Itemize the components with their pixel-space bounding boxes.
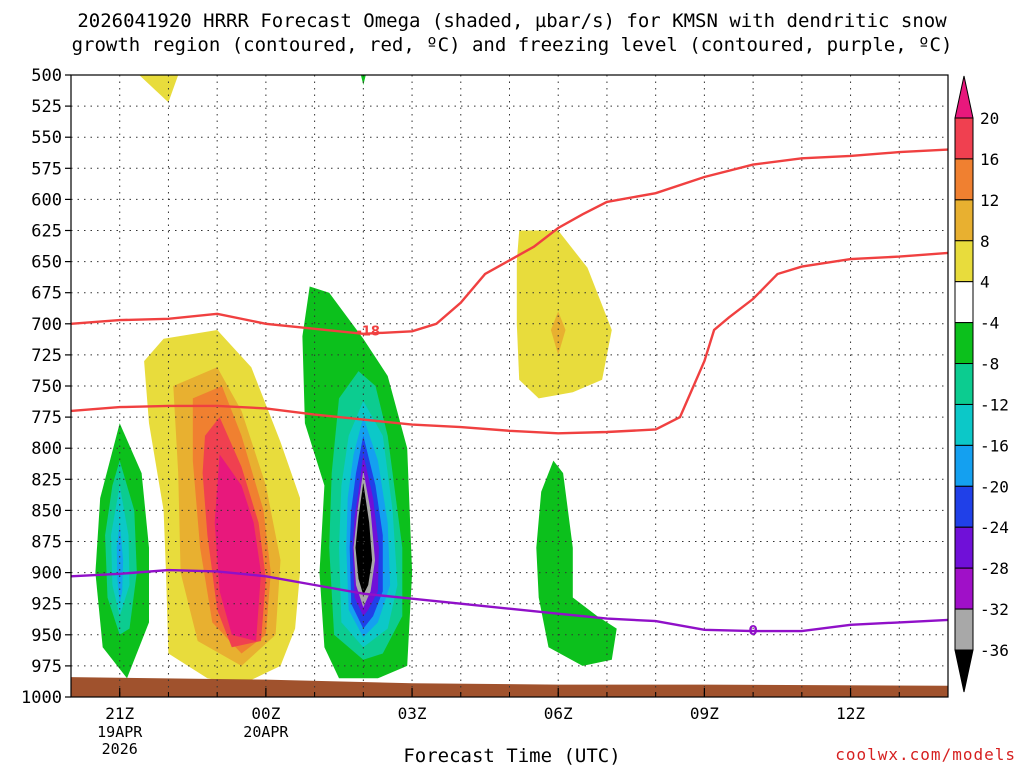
colorbar-segment-9 — [954, 485, 974, 528]
y-tick-label-925: 925 — [31, 595, 62, 615]
x-tick-label-21Z: 21Z — [105, 704, 134, 723]
colorbar-label-13: -36 — [980, 641, 1009, 660]
y-tick-label-1000: 1000 — [21, 688, 62, 708]
y-tick-label-900: 900 — [31, 564, 62, 584]
x-tick-label-03Z: 03Z — [398, 704, 427, 723]
y-tick-label-825: 825 — [31, 470, 62, 490]
colorbar-segment-3 — [954, 240, 974, 283]
colorbar-segment-5 — [954, 322, 974, 365]
colorbar-label-1: 16 — [980, 150, 999, 169]
colorbar-label-2: 12 — [980, 191, 999, 210]
colorbar-segment-2 — [954, 199, 974, 242]
colorbar: 20 16 12 8 4 -4 -8 -12 -16 -20 -24 -28 -32 -36 — [954, 75, 1009, 693]
freezing-level-contour-label: 0 — [749, 624, 758, 639]
colorbar-segment-11 — [954, 567, 974, 610]
y-tick-label-775: 775 — [31, 408, 62, 428]
y-tick-label-600: 600 — [31, 190, 62, 210]
y-tick-label-750: 750 — [31, 377, 62, 397]
y-tick-label-675: 675 — [31, 284, 62, 304]
dgz-contour-0 — [70, 148, 949, 336]
chart-title-line2: growth region (contoured, red, ºC) and f… — [71, 34, 953, 56]
colorbar-top-arrow — [954, 75, 974, 119]
colorbar-label-6: -8 — [980, 355, 999, 374]
x-tick-label-12Z: 12Z — [836, 704, 865, 723]
colorbar-label-9: -20 — [980, 477, 1009, 496]
colorbar-label-7: -12 — [980, 395, 1009, 414]
omega-region-19 — [516, 230, 612, 399]
x-axis-label: Forecast Time (UTC) — [403, 745, 621, 767]
dgz-contour-1 — [70, 251, 949, 435]
colorbar-segment-7 — [954, 403, 974, 446]
colorbar-label-0: 20 — [980, 109, 999, 128]
y-tick-label-950: 950 — [31, 626, 62, 646]
omega-shaded-regions — [95, 75, 617, 685]
omega-region-10 — [214, 454, 261, 641]
y-tick-label-550: 550 — [31, 128, 62, 148]
omega-region-1 — [360, 75, 366, 85]
colorbar-label-11: -28 — [980, 559, 1009, 578]
credit-text: coolwx.com/models — [835, 745, 1016, 764]
y-tick-label-500: 500 — [31, 66, 62, 86]
colorbar-segment-6 — [954, 363, 974, 405]
colorbar-segment-8 — [954, 444, 974, 487]
y-tick-label-625: 625 — [31, 222, 62, 242]
x-tick-sublabel-00Z-0: 20APR — [243, 723, 289, 741]
y-tick-label-975: 975 — [31, 657, 62, 677]
colorbar-segment-10 — [954, 526, 974, 569]
colorbar-label-4: 4 — [980, 273, 990, 292]
x-tick-label-00Z: 00Z — [251, 704, 280, 723]
colorbar-segment-1 — [954, 158, 974, 201]
omega-region-18 — [355, 483, 373, 595]
colorbar-label-5: -4 — [980, 314, 999, 333]
axes: 500 525 550 575 600 625 650 675 700 725 750 775 800 8… — [21, 66, 949, 758]
colorbar-segment-4 — [954, 281, 974, 324]
chart-title-line1: 2026041920 HRRR Forecast Omega (shaded, … — [77, 10, 947, 32]
y-tick-label-575: 575 — [31, 159, 62, 179]
contour-lines: -18 0 — [70, 148, 949, 639]
y-tick-label-650: 650 — [31, 253, 62, 273]
y-tick-label-800: 800 — [31, 439, 62, 459]
omega-region-20 — [550, 311, 566, 355]
y-tick-label-700: 700 — [31, 315, 62, 335]
colorbar-label-8: -16 — [980, 436, 1009, 455]
omega-region-0 — [139, 75, 179, 103]
y-tick-label-725: 725 — [31, 346, 62, 366]
colorbar-label-12: -32 — [980, 600, 1009, 619]
freezing-level-contour — [70, 568, 949, 633]
colorbar-segment-12 — [954, 608, 974, 651]
x-tick-label-09Z: 09Z — [690, 704, 719, 723]
y-tick-label-850: 850 — [31, 501, 62, 521]
x-tick-label-06Z: 06Z — [544, 704, 573, 723]
x-tick-sublabel-21Z-0: 19APR — [97, 723, 143, 741]
colorbar-label-10: -24 — [980, 518, 1009, 537]
y-tick-label-525: 525 — [31, 97, 62, 117]
colorbar-label-3: 8 — [980, 232, 990, 251]
colorbar-bottom-arrow — [954, 649, 974, 693]
x-tick-sublabel-21Z-1: 2026 — [102, 740, 138, 758]
colorbar-segment-0 — [954, 117, 974, 160]
y-tick-label-875: 875 — [31, 533, 62, 553]
dgz-contour-0-label: -18 — [356, 324, 380, 339]
